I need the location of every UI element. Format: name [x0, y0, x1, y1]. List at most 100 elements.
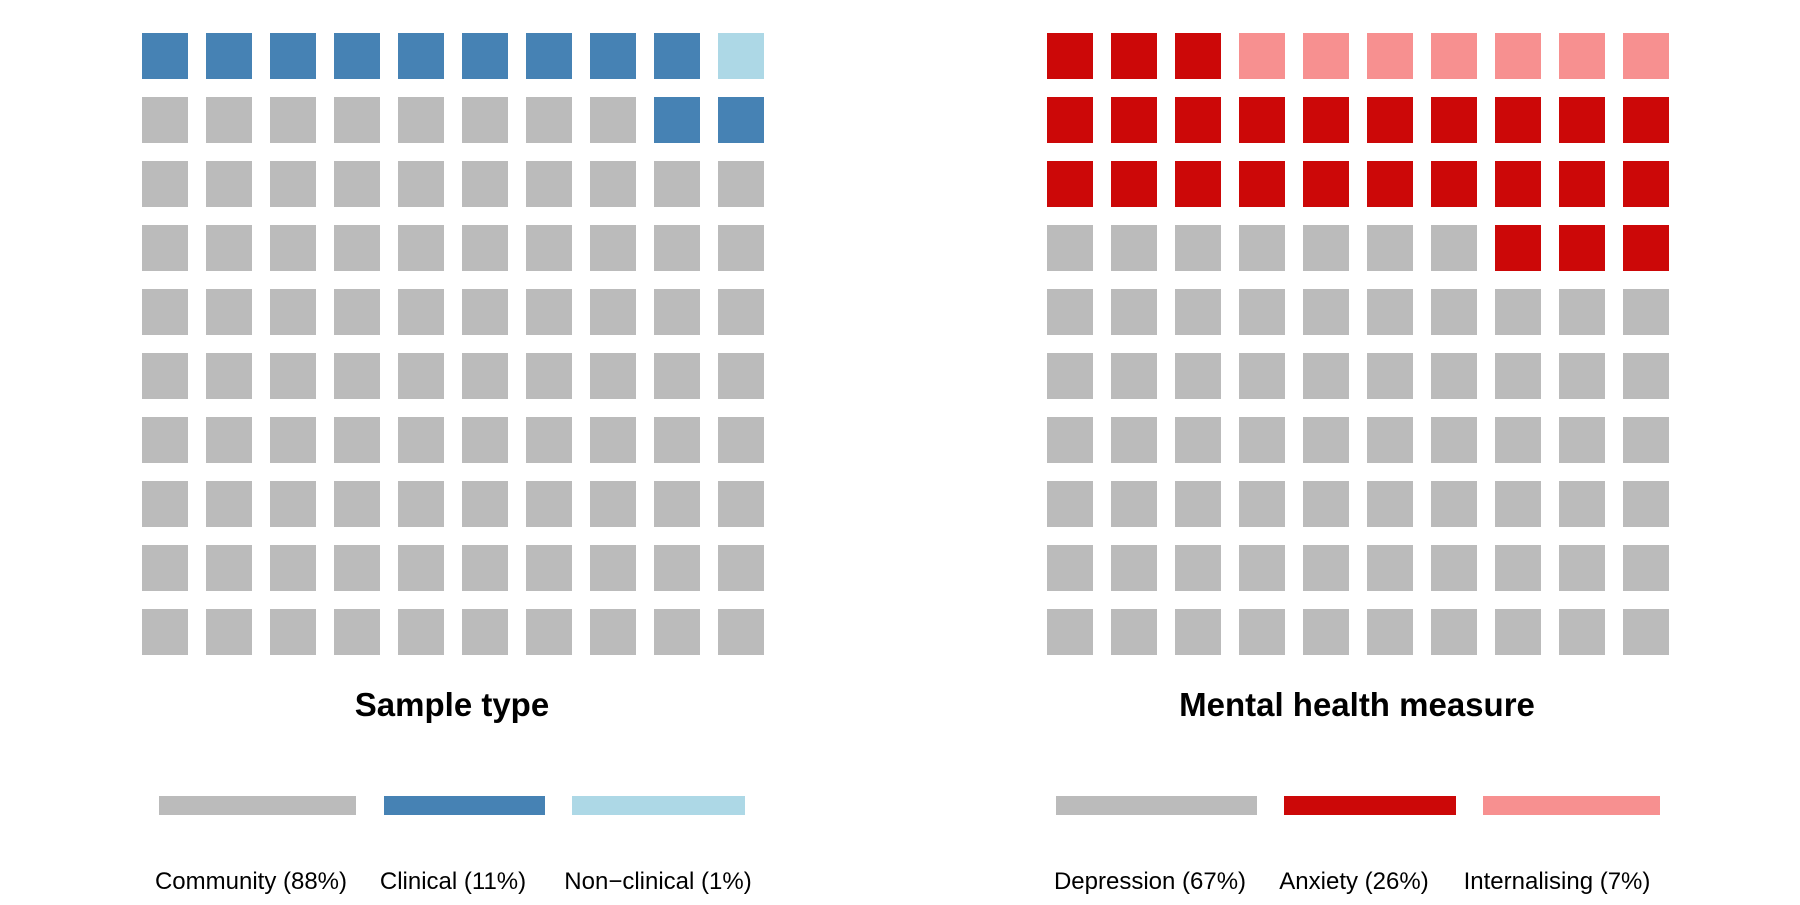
waffle-cell-community	[526, 225, 572, 271]
waffle-cell-depression	[1623, 289, 1669, 335]
waffle-cell-community	[270, 481, 316, 527]
waffle-cell-anxiety	[1175, 161, 1221, 207]
chart-title: Mental health measure	[1179, 686, 1535, 723]
waffle-cell-community	[270, 353, 316, 399]
waffle-cell-anxiety	[1495, 161, 1541, 207]
waffle-cell-depression	[1367, 225, 1413, 271]
waffle-cell-depression	[1175, 481, 1221, 527]
waffle-cell-community	[590, 289, 636, 335]
waffle-cell-community	[654, 481, 700, 527]
waffle-cell-anxiety	[1559, 97, 1605, 143]
waffle-cell-community	[398, 161, 444, 207]
waffle-cell-depression	[1239, 481, 1285, 527]
waffle-cell-anxiety	[1431, 161, 1477, 207]
waffle-cell-depression	[1367, 289, 1413, 335]
legend-label: Anxiety (26%)	[1279, 868, 1428, 895]
waffle-cell-depression	[1495, 609, 1541, 655]
waffle-cell-community	[526, 545, 572, 591]
waffle-cell-community	[654, 161, 700, 207]
waffle-cell-depression	[1367, 353, 1413, 399]
legend-swatch-anxiety	[1284, 796, 1456, 815]
waffle-panel-1: Sample type Community (88%) Clinical (11%)…	[142, 33, 764, 895]
waffle-cell-depression	[1431, 609, 1477, 655]
waffle-cell-community	[718, 609, 764, 655]
waffle-cell-community	[334, 97, 380, 143]
waffle-cell-anxiety	[1047, 161, 1093, 207]
waffle-cell-clinical	[206, 33, 252, 79]
waffle-cell-community	[590, 353, 636, 399]
waffle-cell-community	[398, 225, 444, 271]
waffle-cell-depression	[1111, 289, 1157, 335]
waffle-cell-community	[398, 609, 444, 655]
waffle-cell-depression	[1239, 289, 1285, 335]
waffle-cell-depression	[1239, 545, 1285, 591]
waffle-cell-clinical	[270, 33, 316, 79]
waffle-cell-community	[654, 353, 700, 399]
waffle-cell-community	[654, 609, 700, 655]
waffle-cell-internalising	[1367, 33, 1413, 79]
waffle-cell-community	[142, 225, 188, 271]
waffle-cell-depression	[1303, 609, 1349, 655]
waffle-cell-depression	[1495, 289, 1541, 335]
waffle-cell-community	[334, 545, 380, 591]
waffle-cell-community	[590, 97, 636, 143]
waffle-cell-anxiety	[1111, 33, 1157, 79]
waffle-cell-anxiety	[1559, 225, 1605, 271]
waffle-cell-depression	[1431, 545, 1477, 591]
waffle-cell-depression	[1431, 353, 1477, 399]
waffle-cell-community	[334, 609, 380, 655]
waffle-cell-community	[526, 481, 572, 527]
waffle-cell-community	[142, 417, 188, 463]
waffle-cell-internalising	[1239, 33, 1285, 79]
waffle-cell-clinical	[654, 33, 700, 79]
waffle-cell-community	[718, 417, 764, 463]
waffle-cell-depression	[1111, 417, 1157, 463]
waffle-cell-community	[462, 609, 508, 655]
waffle-cell-depression	[1367, 417, 1413, 463]
waffle-cell-depression	[1175, 353, 1221, 399]
waffle-cell-depression	[1047, 353, 1093, 399]
waffle-cell-community	[270, 545, 316, 591]
waffle-cell-community	[590, 545, 636, 591]
waffle-cell-clinical	[654, 97, 700, 143]
waffle-cell-depression	[1047, 289, 1093, 335]
waffle-cell-community	[526, 289, 572, 335]
waffle-cell-depression	[1559, 289, 1605, 335]
waffle-cell-internalising	[1559, 33, 1605, 79]
waffle-cell-community	[206, 417, 252, 463]
legend-label: Clinical (11%)	[380, 868, 526, 895]
waffle-cell-clinical	[462, 33, 508, 79]
waffle-cell-depression	[1239, 417, 1285, 463]
waffle-cell-community	[398, 417, 444, 463]
waffle-cell-community	[590, 609, 636, 655]
waffle-cell-depression	[1495, 481, 1541, 527]
waffle-cell-community	[718, 289, 764, 335]
waffle-cell-community	[718, 545, 764, 591]
waffle-cell-depression	[1623, 481, 1669, 527]
waffle-cell-internalising	[1495, 33, 1541, 79]
waffle-cell-community	[718, 353, 764, 399]
legend-swatch-internalising	[1483, 796, 1660, 815]
waffle-cell-community	[206, 225, 252, 271]
waffle-cell-depression	[1559, 545, 1605, 591]
waffle-cell-depression	[1623, 353, 1669, 399]
waffle-cell-depression	[1111, 545, 1157, 591]
waffle-cell-anxiety	[1047, 97, 1093, 143]
waffle-cell-community	[462, 481, 508, 527]
waffle-cell-depression	[1111, 481, 1157, 527]
waffle-cell-clinical	[142, 33, 188, 79]
waffle-cell-community	[334, 161, 380, 207]
waffle-cell-community	[334, 225, 380, 271]
waffle-cell-community	[654, 225, 700, 271]
waffle-cell-depression	[1559, 353, 1605, 399]
waffle-cell-depression	[1175, 545, 1221, 591]
waffle-cell-community	[590, 161, 636, 207]
waffle-cell-depression	[1367, 609, 1413, 655]
waffle-cell-community	[142, 545, 188, 591]
waffle-cell-depression	[1239, 353, 1285, 399]
waffle-cell-community	[718, 481, 764, 527]
waffle-cell-anxiety	[1303, 161, 1349, 207]
waffle-cell-depression	[1047, 545, 1093, 591]
